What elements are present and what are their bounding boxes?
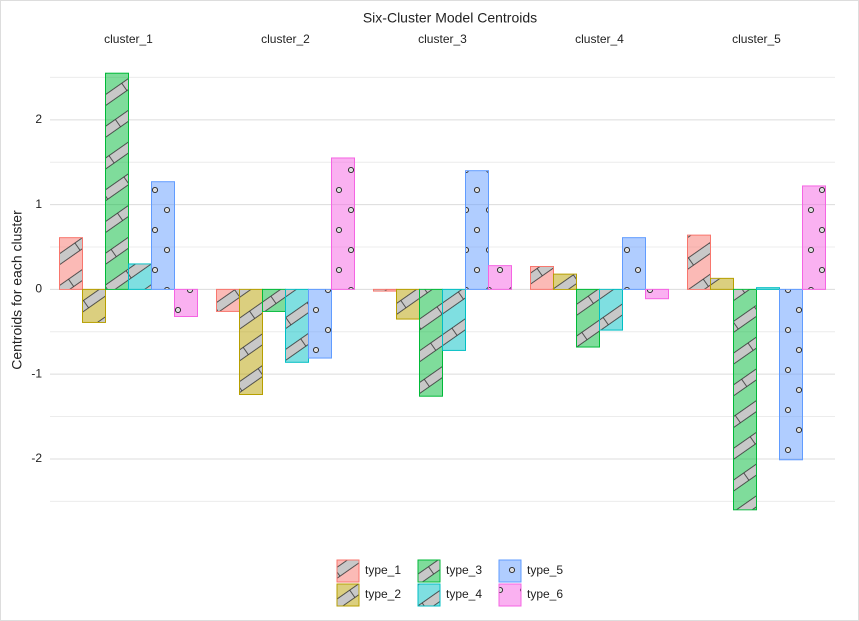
legend-label: type_4	[446, 587, 482, 601]
legend-key-pattern	[337, 584, 359, 606]
legend-label: type_6	[527, 587, 563, 601]
bar-pattern	[554, 274, 576, 289]
facet-label: cluster_5	[732, 32, 781, 46]
chart-title: Six-Cluster Model Centroids	[363, 10, 537, 26]
bar-pattern	[152, 182, 174, 289]
bar-pattern	[443, 289, 465, 350]
bar-pattern	[803, 186, 825, 289]
bar-pattern	[60, 238, 82, 289]
y-tick-label: -2	[31, 451, 42, 465]
bar-pattern	[600, 289, 622, 330]
bar-pattern	[711, 278, 733, 289]
legend-label: type_2	[365, 587, 401, 601]
bar-pattern	[129, 264, 151, 289]
legend-key-pattern	[499, 560, 521, 582]
y-axis-label: Centroids for each cluster	[9, 210, 25, 370]
facet-label: cluster_1	[104, 32, 153, 46]
legend-label: type_1	[365, 563, 401, 577]
bar-pattern	[374, 289, 396, 291]
bar-pattern	[489, 266, 511, 289]
legend-key-pattern	[499, 584, 521, 606]
facet-label: cluster_3	[418, 32, 467, 46]
facet-label: cluster_4	[575, 32, 624, 46]
bar-pattern	[217, 289, 239, 311]
bar-pattern	[623, 238, 645, 289]
bar-pattern	[106, 73, 128, 289]
bar-pattern	[263, 289, 285, 311]
legend-key-pattern	[418, 560, 440, 582]
bar-pattern	[531, 266, 553, 289]
legend-label: type_5	[527, 563, 563, 577]
y-tick-label: -1	[31, 366, 42, 380]
y-tick-label: 2	[35, 112, 42, 126]
bar-pattern	[332, 158, 354, 289]
bar-pattern	[577, 289, 599, 347]
facet-label: cluster_2	[261, 32, 310, 46]
legend-key-pattern	[418, 584, 440, 606]
bar-pattern	[286, 289, 308, 362]
bar-pattern	[420, 289, 442, 396]
bar-pattern	[646, 289, 668, 299]
bar-pattern	[309, 289, 331, 358]
bar-pattern	[757, 288, 779, 289]
bar-pattern	[466, 171, 488, 289]
bar-pattern	[175, 289, 197, 317]
y-tick-label: 1	[35, 197, 42, 211]
bar-pattern	[397, 289, 419, 319]
bar-pattern	[240, 289, 262, 395]
y-tick-label: 0	[35, 282, 42, 296]
bar-pattern	[688, 235, 710, 289]
bar-pattern	[83, 289, 105, 322]
bar-pattern	[780, 289, 802, 460]
legend-key-pattern	[337, 560, 359, 582]
bar-pattern	[734, 289, 756, 510]
legend-label: type_3	[446, 563, 482, 577]
